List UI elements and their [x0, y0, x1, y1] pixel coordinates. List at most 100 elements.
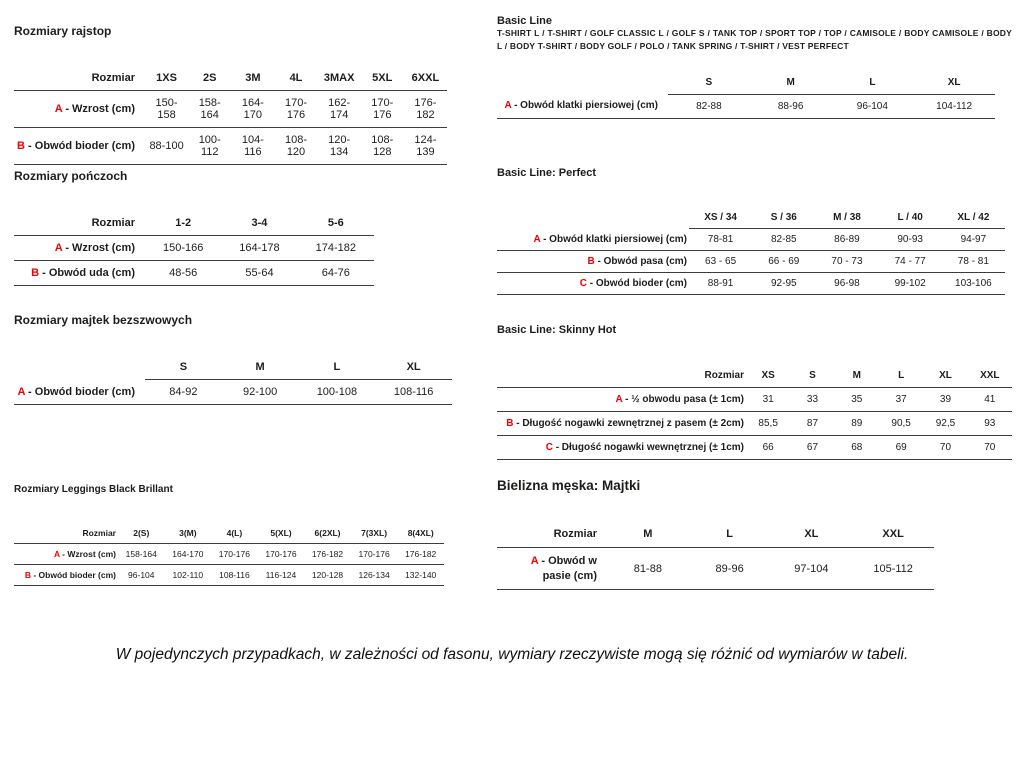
- measurement-value: 89: [834, 411, 879, 436]
- measurement-value: 82-85: [752, 228, 816, 251]
- measurement-value: 170-176: [360, 90, 404, 128]
- measurement-value: 78 - 81: [941, 250, 1005, 273]
- size-table-bielizna-meska-majtki: Rozmiar M L XL XXL A - Obwód w pasie (cm) 81-8…: [497, 521, 934, 590]
- size-column-header: M / 38: [815, 207, 879, 229]
- measurement-label: C - Długość nogawki wewnętrznej (± 1cm): [497, 435, 746, 460]
- measurement-letter: A: [504, 100, 512, 112]
- table-header-row: S M L XL: [497, 70, 995, 95]
- table-container: Rozmiar XS S M L XL XXL A - ½ obwodu pasa (± 1c…: [497, 364, 1012, 460]
- size-column-header: S: [668, 70, 750, 95]
- size-table-basic-line-skinny-hot: Rozmiar XS S M L XL XXL A - ½ obwodu pasa (± 1c…: [497, 364, 1012, 460]
- size-column-header: 2S: [188, 66, 232, 91]
- measurement-label: B - Długość nogawki zewnętrznej z pasem …: [497, 411, 746, 436]
- size-column-header: 1XS: [145, 66, 189, 91]
- measurement-value: 105-112: [852, 547, 934, 590]
- measurement-value: 87: [790, 411, 835, 436]
- section-rozmiary-ponczoch: Rozmiary pończoch Rozmiar 1-2 3-4 5-6 A - Wz…: [14, 169, 374, 286]
- measurement-value: 88-91: [689, 272, 753, 295]
- measurement-row: B - Obwód pasa (cm) 63 - 65 66 - 69 70 - 73…: [497, 250, 1005, 273]
- size-column-header: 3M: [231, 66, 275, 91]
- measurement-row: B - Obwód uda (cm) 48-56 55-64 64-76: [14, 260, 374, 286]
- footer-note: W pojedynczych przypadkach, w zależności…: [115, 646, 909, 663]
- measurement-value: 102-110: [164, 564, 212, 586]
- table-header-row: XS / 34 S / 36 M / 38 L / 40 XL / 42: [497, 207, 1005, 229]
- table-header-row: Rozmiar 1-2 3-4 5-6: [14, 211, 374, 236]
- measurement-value: 78-81: [689, 228, 753, 251]
- measurement-value: 67: [790, 435, 835, 460]
- measurement-value: 100-108: [298, 379, 376, 405]
- measurement-label: A - Obwód bioder (cm): [14, 379, 145, 405]
- measurement-label: B - Obwód bioder (cm): [14, 564, 118, 586]
- section-rozmiary-majtek-bezszwowych: Rozmiary majtek bezszwowych S M L XL A - Obw…: [14, 313, 452, 405]
- measurement-value: 63 - 65: [689, 250, 753, 273]
- measurement-value: 92-100: [221, 379, 299, 405]
- measurement-letter: B: [24, 570, 31, 580]
- measurement-value: 88-100: [145, 127, 189, 165]
- section-title: Basic Line: Skinny Hot: [497, 324, 617, 336]
- measurement-value: 64-76: [297, 260, 374, 286]
- size-label-header: Rozmiar: [14, 523, 118, 544]
- measurement-value: 92,5: [923, 411, 968, 436]
- measurement-value: 55-64: [221, 260, 298, 286]
- measurement-value: 176-182: [403, 90, 447, 128]
- size-column-header: XS: [746, 364, 791, 388]
- measurement-letter: C: [579, 278, 587, 289]
- measurement-value: 108-128: [360, 127, 404, 165]
- measurement-row: B - Obwód bioder (cm) 96-104 102-110 108-11…: [14, 564, 444, 586]
- size-column-header: 1-2: [145, 211, 222, 236]
- size-column-header: S: [790, 364, 835, 388]
- size-column-header: 4(L): [211, 523, 258, 544]
- size-column-header: 4L: [274, 66, 318, 91]
- section-title: Rozmiary pończoch: [14, 169, 128, 183]
- measurement-value: 162-174: [317, 90, 361, 128]
- measurement-letter: B: [17, 140, 25, 152]
- size-label-header: [497, 71, 668, 95]
- measurement-row: A - Wzrost (cm) 150-158 158-164 164-170 170-…: [14, 90, 447, 128]
- measurement-value: 99-102: [878, 272, 942, 295]
- size-label-header: Rozmiar: [14, 66, 145, 91]
- table-header-row: S M L XL: [14, 355, 452, 380]
- measurement-value: 33: [790, 387, 835, 412]
- measurement-value: 88-96: [749, 94, 832, 119]
- size-column-header: XXL: [852, 521, 934, 549]
- measurement-value: 94-97: [941, 228, 1005, 251]
- measurement-value: 170-176: [257, 543, 305, 565]
- measurement-value: 120-134: [317, 127, 361, 165]
- measurement-label: A - Wzrost (cm): [14, 90, 145, 128]
- measurement-value: 150-166: [145, 235, 222, 261]
- measurement-row: C - Długość nogawki wewnętrznej (± 1cm) 6…: [497, 435, 1012, 460]
- basic-line-product-list: T-SHIRT L / T-SHIRT / GOLF CLASSIC L / G…: [497, 28, 1012, 51]
- table-header-row: Rozmiar XS S M L XL XXL: [497, 364, 1012, 388]
- measurement-value: 84-92: [145, 379, 222, 405]
- measurement-row: A - Obwód bioder (cm) 84-92 92-100 100-108 1…: [14, 379, 452, 405]
- measurement-value: 176-182: [304, 543, 351, 565]
- section-title: Basic Line: Perfect: [497, 167, 597, 179]
- measurement-label: C - Obwód bioder (cm): [497, 272, 689, 295]
- table-header-row: Rozmiar M L XL XXL: [497, 521, 934, 549]
- measurement-value: 66: [746, 435, 791, 460]
- measurement-value: 158-164: [118, 543, 165, 565]
- measurement-letter: A: [54, 103, 63, 115]
- size-column-header: L: [688, 521, 771, 549]
- size-table-basic-line: S M L XL A - Obwód klatki piersiowej (cm) 82-…: [497, 70, 995, 119]
- table-header-row: Rozmiar 2(S) 3(M) 4(L) 5(XL) 6(2XL) 7(3XL) 8(4X…: [14, 523, 444, 544]
- size-column-header: L: [831, 70, 914, 95]
- measurement-label: B - Obwód uda (cm): [14, 260, 145, 286]
- measurement-label: B - Obwód pasa (cm): [497, 250, 689, 273]
- measurement-letter: A: [615, 394, 623, 405]
- measurement-value: 93: [967, 411, 1012, 436]
- size-column-header: 5XL: [360, 66, 404, 91]
- measurement-value: 96-104: [831, 94, 914, 119]
- measurement-value: 170-176: [211, 543, 258, 565]
- measurement-value: 164-178: [221, 235, 298, 261]
- table-container: Rozmiar M L XL XXL A - Obwód w pasie (cm) 81-8…: [497, 521, 934, 590]
- size-column-header: 3(M): [164, 523, 212, 544]
- measurement-value: 70: [967, 435, 1012, 460]
- measurement-row: C - Obwód bioder (cm) 88-91 92-95 96-98 99-1…: [497, 272, 1005, 295]
- size-column-header: M: [834, 364, 879, 388]
- measurement-row: B - Długość nogawki zewnętrznej z pasem …: [497, 411, 1012, 436]
- measurement-value: 92-95: [752, 272, 816, 295]
- measurement-value: 103-106: [941, 272, 1005, 295]
- size-column-header: 3-4: [221, 211, 298, 236]
- measurement-row: A - Obwód klatki piersiowej (cm) 78-81 82-…: [497, 228, 1005, 251]
